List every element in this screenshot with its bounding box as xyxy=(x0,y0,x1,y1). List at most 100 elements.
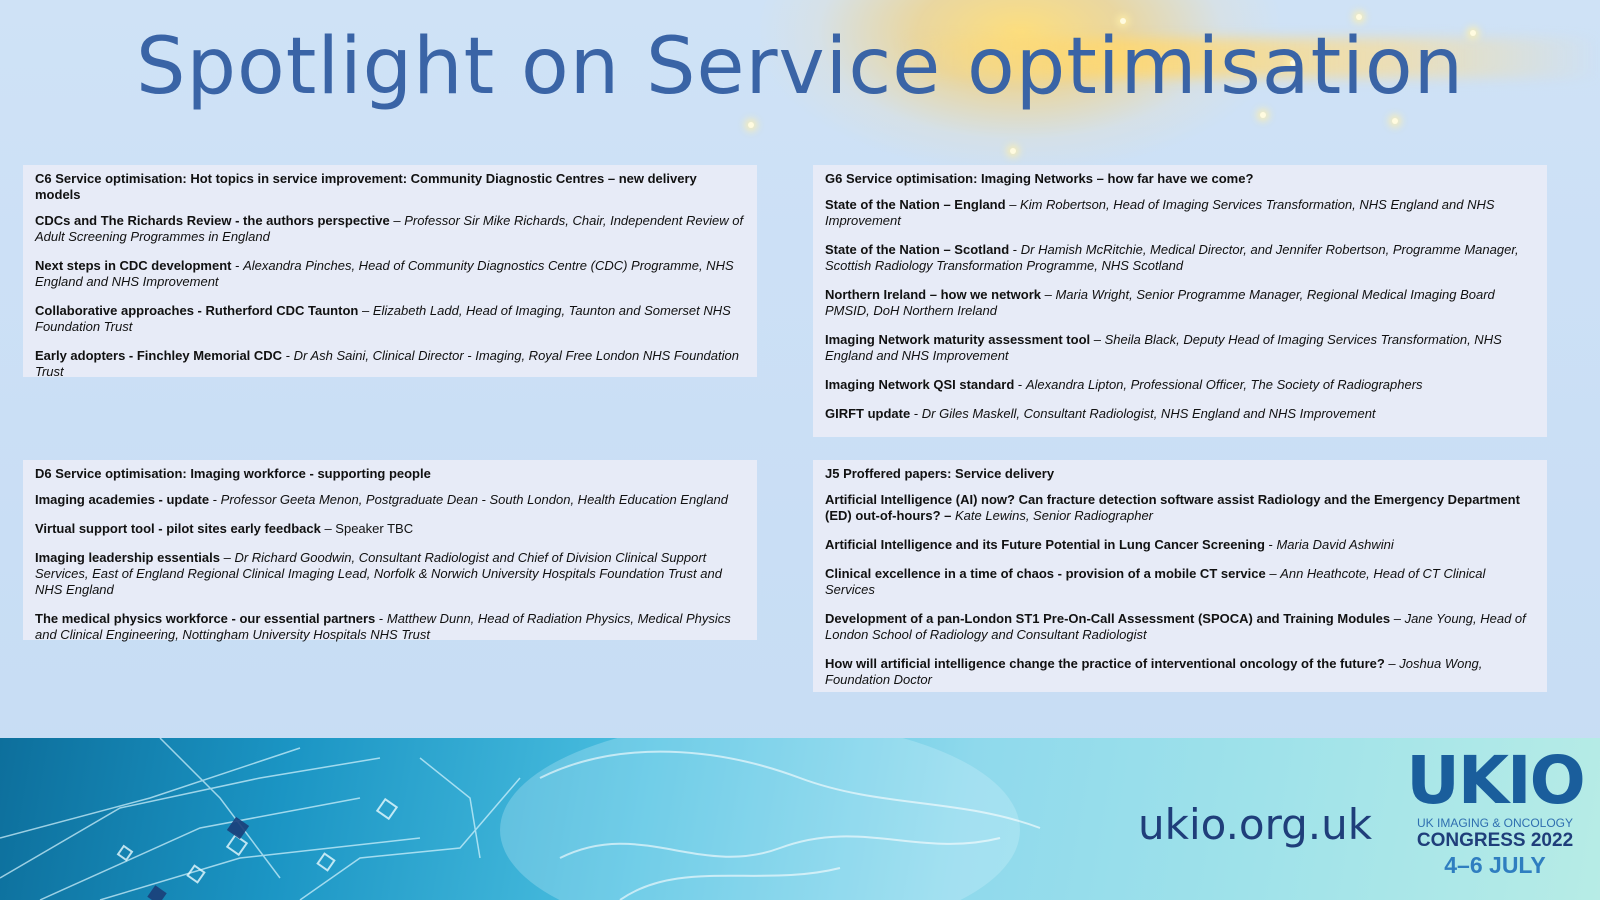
session-g6: G6 Service optimisation: Imaging Network… xyxy=(813,165,1547,437)
speaker: Kate Lewins, Senior Radiographer xyxy=(955,508,1154,523)
list-item: Next steps in CDC development - Alexandr… xyxy=(35,258,745,290)
speaker: Maria Wright, Senior Programme Manager, … xyxy=(825,287,1495,318)
separator: - xyxy=(1264,537,1277,552)
list-item: Artificial Intelligence and its Future P… xyxy=(825,537,1535,553)
list-item: Imaging academies - update - Professor G… xyxy=(35,492,745,508)
talk-title: State of the Nation – England xyxy=(825,197,1006,212)
logo-congress: CONGRESS 2022 xyxy=(1416,830,1574,851)
separator: – xyxy=(219,550,235,565)
speaker: Ann Heathcote, Head of CT Clinical Servi… xyxy=(825,566,1486,597)
list-item: How will artificial intelligence change … xyxy=(825,656,1535,688)
talk-title: Artificial Intelligence and its Future P… xyxy=(825,537,1265,552)
separator: - xyxy=(282,348,294,363)
separator: - xyxy=(209,492,221,507)
separator: - xyxy=(231,258,244,273)
list-item: CDCs and The Richards Review - the autho… xyxy=(35,213,745,245)
speaker: Kim Robertson, Head of Imaging Services … xyxy=(825,197,1495,228)
list-item: Clinical excellence in a time of chaos -… xyxy=(825,566,1535,598)
list-item: GIRFT update - Dr Giles Maskell, Consult… xyxy=(825,406,1535,422)
separator: – xyxy=(320,521,336,536)
list-item: Development of a pan-London ST1 Pre-On-C… xyxy=(825,611,1535,643)
list-item: Early adopters - Finchley Memorial CDC -… xyxy=(35,348,745,380)
list-item: The medical physics workforce - our esse… xyxy=(35,611,745,643)
session-d6: D6 Service optimisation: Imaging workfor… xyxy=(23,460,757,643)
speaker: Speaker TBC xyxy=(335,521,414,536)
list-item: Imaging Network maturity assessment tool… xyxy=(825,332,1535,364)
sparkle xyxy=(1120,18,1126,24)
talk-title: Virtual support tool - pilot sites early… xyxy=(35,521,321,536)
talk-title: Imaging academies - update xyxy=(35,492,210,507)
talk-title: Northern Ireland – how we network xyxy=(825,287,1041,302)
separator: - xyxy=(910,406,922,421)
session-c6: C6 Service optimisation: Hot topics in s… xyxy=(23,165,757,380)
separator: – xyxy=(1040,287,1056,302)
speaker: Jane Young, Head of London School of Rad… xyxy=(825,611,1526,642)
speaker: Joshua Wong, Foundation Doctor xyxy=(825,656,1483,687)
talk-title: How will artificial intelligence change … xyxy=(825,656,1385,671)
session-heading: D6 Service optimisation: Imaging workfor… xyxy=(35,466,431,481)
talk-title: Development of a pan-London ST1 Pre-On-C… xyxy=(825,611,1391,626)
separator: – xyxy=(1090,332,1105,347)
speaker: Matthew Dunn, Head of Radiation Physics,… xyxy=(35,611,731,642)
list-item: Northern Ireland – how we network – Mari… xyxy=(825,287,1535,319)
session-heading: C6 Service optimisation: Hot topics in s… xyxy=(35,171,697,202)
footer-banner xyxy=(0,738,1600,900)
list-item: Collaborative approaches - Rutherford CD… xyxy=(35,303,745,335)
talk-title: Next steps in CDC development xyxy=(35,258,232,273)
sparkle xyxy=(1290,60,1296,66)
talk-title: GIRFT update xyxy=(825,406,911,421)
talk-title: Imaging leadership essentials xyxy=(35,550,220,565)
speaker: Professor Geeta Menon, Postgraduate Dean… xyxy=(220,492,729,507)
talk-title: CDCs and The Richards Review - the autho… xyxy=(35,213,390,228)
circuit-brain-graphic xyxy=(0,738,1041,900)
separator: - xyxy=(375,611,387,626)
ukio-logo: UKIO UK IMAGING & ONCOLOGY CONGRESS 2022… xyxy=(1405,748,1585,890)
list-item: State of the Nation – England – Kim Robe… xyxy=(825,197,1535,229)
separator: – xyxy=(1005,197,1021,212)
talk-title: Artificial Intelligence (AI) now? Can fr… xyxy=(825,492,1520,523)
speaker: Dr Ash Saini, Clinical Director - Imagin… xyxy=(35,348,739,379)
talk-title: State of the Nation – Scotland xyxy=(825,242,1010,257)
separator: - xyxy=(1009,242,1021,257)
speaker: Dr Hamish McRitchie, Medical Director, a… xyxy=(825,242,1519,273)
session-heading: G6 Service optimisation: Imaging Network… xyxy=(825,171,1254,186)
separator: – xyxy=(389,213,405,228)
website-link[interactable]: ukio.org.uk xyxy=(1138,800,1373,849)
sparkle xyxy=(748,122,754,128)
talk-title: Clinical excellence in a time of chaos -… xyxy=(825,566,1266,581)
talk-title: Early adopters - Finchley Memorial CDC xyxy=(35,348,283,363)
talk-title: Imaging Network maturity assessment tool xyxy=(825,332,1091,347)
sparkle xyxy=(1260,112,1266,118)
separator: – xyxy=(1265,566,1281,581)
sparkle xyxy=(1356,14,1362,20)
talk-title: Collaborative approaches - Rutherford CD… xyxy=(35,303,359,318)
list-item: Imaging leadership essentials – Dr Richa… xyxy=(35,550,745,598)
sparkle xyxy=(1392,118,1398,124)
speaker: Sheila Black, Deputy Head of Imaging Ser… xyxy=(825,332,1502,363)
sparkle xyxy=(1010,148,1016,154)
list-item: Artificial Intelligence (AI) now? Can fr… xyxy=(825,492,1535,524)
session-heading: J5 Proffered papers: Service delivery xyxy=(825,466,1055,481)
speaker: Maria David Ashwini xyxy=(1276,537,1394,552)
separator: – xyxy=(1390,611,1405,626)
list-item: State of the Nation – Scotland - Dr Hami… xyxy=(825,242,1535,274)
speaker: Dr Richard Goodwin, Consultant Radiologi… xyxy=(35,550,722,597)
speaker: Elizabeth Ladd, Head of Imaging, Taunton… xyxy=(35,303,731,334)
talk-title: Imaging Network QSI standard xyxy=(825,377,1015,392)
speaker: Professor Sir Mike Richards, Chair, Inde… xyxy=(35,213,744,244)
separator: - xyxy=(1014,377,1026,392)
light-streak xyxy=(900,38,1600,78)
logo-dates: 4–6 JULY xyxy=(1444,852,1546,878)
speaker: Alexandra Pinches, Head of Community Dia… xyxy=(35,258,734,289)
talk-title: The medical physics workforce - our esse… xyxy=(35,611,376,626)
list-item: Imaging Network QSI standard - Alexandra… xyxy=(825,377,1535,393)
page-title: Spotlight on Service optimisation xyxy=(136,22,1464,112)
sparkle xyxy=(1470,30,1476,36)
separator: – xyxy=(358,303,373,318)
separator: – xyxy=(1384,656,1400,671)
speaker: Alexandra Lipton, Professional Officer, … xyxy=(1025,377,1423,392)
speaker: Dr Giles Maskell, Consultant Radiologist… xyxy=(921,406,1376,421)
session-j5: J5 Proffered papers: Service delivery Ar… xyxy=(813,460,1547,692)
logo-wordmark: UKIO xyxy=(1406,742,1585,819)
logo-subtitle: UK IMAGING & ONCOLOGY xyxy=(1416,816,1574,830)
